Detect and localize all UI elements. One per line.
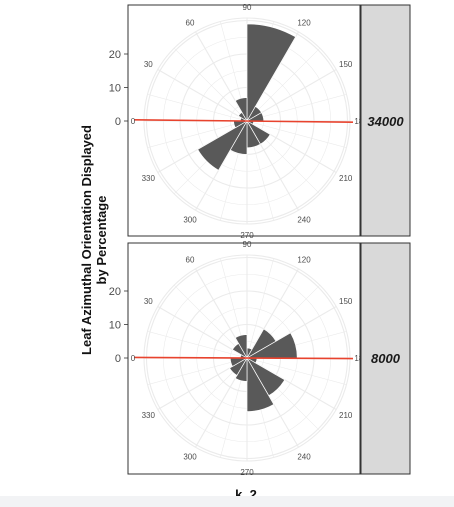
- angle-tick-label: 90: [243, 3, 252, 12]
- angle-tick-label: 60: [186, 255, 195, 264]
- grid-spoke: [173, 47, 248, 122]
- angle-tick-label: 240: [297, 216, 311, 225]
- facet-strip: [360, 242, 411, 475]
- grid-spoke: [157, 69, 248, 122]
- y-axis-label-line-2: by Percentage: [94, 196, 109, 285]
- sector-bar-270: [234, 356, 248, 382]
- facet-strip: [360, 4, 411, 237]
- grid-spoke: [246, 47, 321, 122]
- angle-tick-label: 30: [144, 60, 153, 69]
- sector-bar-60: [234, 97, 248, 123]
- radial-axis-label: 0: [115, 353, 121, 365]
- red-reference-line: [133, 119, 354, 123]
- facet-strip-label: 34000: [367, 114, 404, 129]
- angle-tick-label: 150: [339, 297, 353, 306]
- grid-spoke: [246, 94, 347, 122]
- angle-tick-label: 120: [297, 18, 311, 27]
- angle-tick-label: 60: [186, 18, 195, 27]
- radial-axis-34000: 0 10 20: [109, 49, 128, 128]
- sector-bar-300: [229, 357, 248, 376]
- angle-tick-label: 0: [131, 117, 136, 126]
- angle-tick-label: 330: [142, 174, 156, 183]
- grid-spoke: [246, 69, 337, 122]
- panel-border: [127, 242, 361, 475]
- angle-tick-label: 210: [339, 174, 353, 183]
- sector-bar-300: [197, 120, 248, 171]
- y-axis-label-line-1: Leaf Azimuthal Orientation Displayed: [79, 125, 94, 355]
- panel-8000: 03060901201501802102402703003308000: [127, 240, 411, 477]
- panel-border: [127, 4, 361, 237]
- grid-spoke: [157, 306, 248, 359]
- grid-spoke: [147, 331, 248, 359]
- angle-tick-label: 300: [183, 453, 197, 462]
- angle-tick-label: 90: [243, 240, 252, 249]
- radial-axis-label: 20: [109, 286, 121, 298]
- grid-spoke: [147, 94, 248, 122]
- grid-spoke: [173, 284, 248, 359]
- angle-tick-label: 30: [144, 297, 153, 306]
- angle-tick-label: 240: [297, 453, 311, 462]
- sector-bar-240: [246, 356, 275, 412]
- angle-tick-label: 300: [183, 216, 197, 225]
- angle-tick-label: 150: [339, 60, 353, 69]
- angle-tick-label: 330: [142, 411, 156, 420]
- grid-spoke: [246, 120, 347, 148]
- radial-axis-label: 20: [109, 49, 121, 61]
- angle-tick-label: 120: [297, 255, 311, 264]
- radial-axis-label: 10: [109, 83, 121, 95]
- grid-spoke: [147, 357, 248, 385]
- red-reference-line: [133, 356, 354, 360]
- radial-axis-label: 10: [109, 320, 121, 332]
- grid-spoke: [147, 120, 248, 148]
- sector-bar-60: [234, 334, 248, 360]
- facet-strip-label: 8000: [371, 351, 401, 366]
- grid-spoke: [246, 258, 274, 359]
- angle-tick-label: 270: [240, 468, 254, 477]
- grid-spoke: [246, 357, 347, 385]
- panel-34000: 030609012015018021024027030033034000: [127, 3, 411, 240]
- angle-tick-label: 210: [339, 411, 353, 420]
- radial-axis-label: 0: [115, 116, 121, 128]
- radial-axis-8000: 0 10 20: [109, 286, 128, 365]
- angle-tick-label: 0: [131, 354, 136, 363]
- sector-bar-90: [246, 23, 297, 123]
- bottom-strip: [0, 496, 454, 507]
